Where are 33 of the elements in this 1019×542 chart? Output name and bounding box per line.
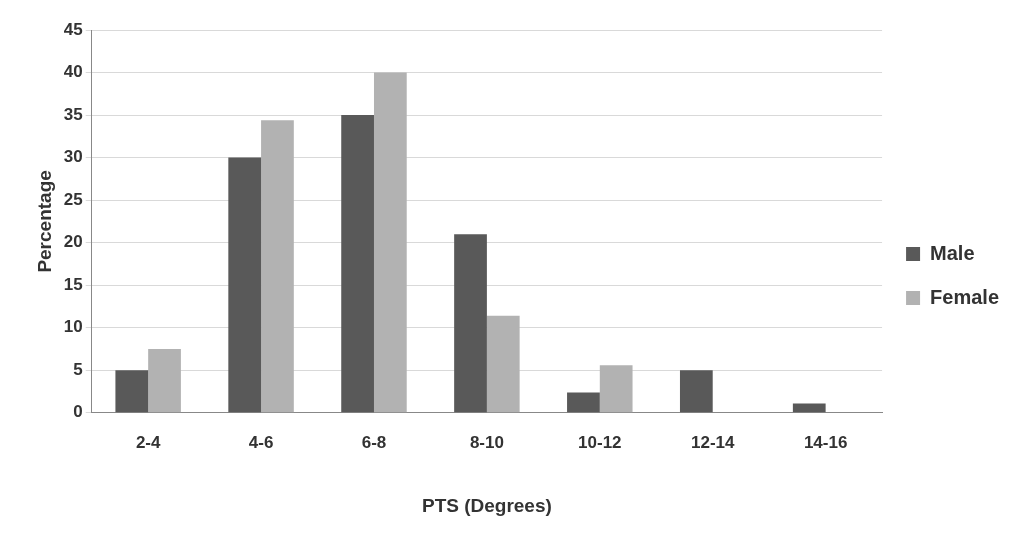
x-tick-label: 14-16 [803, 432, 848, 452]
x-tick-label: 8-10 [469, 432, 504, 452]
bar [115, 370, 149, 413]
bar [486, 315, 520, 413]
y-tick-label: 40 [63, 62, 83, 82]
bar [792, 403, 826, 413]
y-tick-label: 5 [73, 359, 83, 379]
bar [567, 392, 600, 413]
legend-label: Male [930, 241, 975, 264]
bar [341, 115, 374, 413]
x-tick-label: 2-4 [135, 432, 161, 452]
y-tick-label: 15 [63, 274, 83, 294]
bar [599, 365, 633, 413]
x-tick-label: 4-6 [248, 432, 274, 452]
x-axis-title: PTS (Degrees) [421, 494, 552, 516]
bar [228, 157, 262, 413]
y-tick-label: 30 [63, 147, 83, 167]
bar [373, 72, 407, 413]
y-tick-label: 20 [63, 232, 83, 252]
x-tick-label: 6-8 [361, 432, 387, 452]
y-tick-label: 10 [63, 317, 83, 337]
y-tick-label: 35 [63, 104, 83, 124]
bar [148, 349, 181, 413]
x-tick-label: 10-12 [578, 432, 622, 452]
x-tick-label: 12-14 [690, 432, 735, 452]
bar [454, 234, 487, 413]
y-tick-label: 45 [63, 19, 83, 39]
y-axis-title: Percentage [33, 170, 55, 273]
bar [679, 370, 713, 413]
y-tick-label: 0 [73, 402, 83, 422]
legend-label: Female [930, 285, 1000, 308]
bar [261, 120, 294, 413]
y-tick-label: 25 [63, 189, 83, 209]
